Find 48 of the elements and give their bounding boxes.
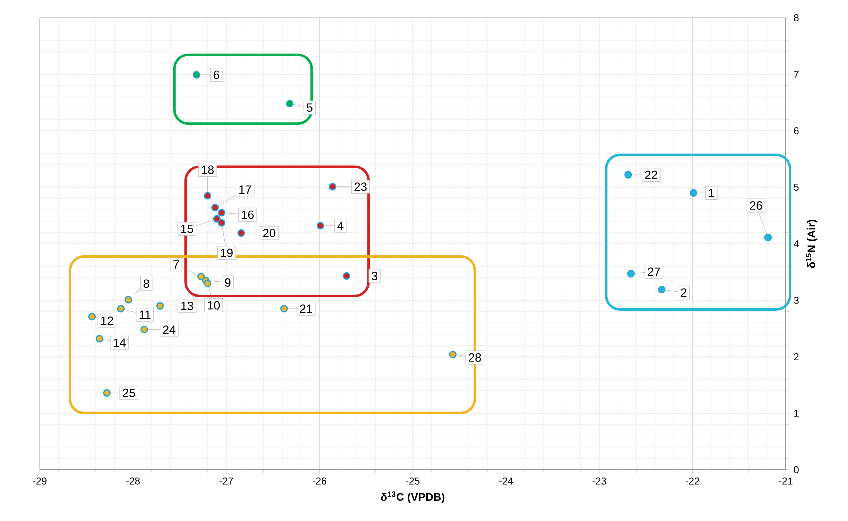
annotation: 14 <box>114 338 126 348</box>
x-tick-label: -27 <box>220 478 234 485</box>
x-tick-label: -22 <box>686 478 700 485</box>
y-tick-label: 0 <box>794 466 799 474</box>
y-tick-label: 3 <box>794 296 799 304</box>
annotation: 7 <box>174 260 180 269</box>
y-tick-label: 8 <box>794 14 799 22</box>
y-tick-label: 1 <box>794 410 799 417</box>
annotation: 27 <box>648 268 660 276</box>
annotation: 6 <box>214 70 220 80</box>
annotation: 3 <box>372 272 378 280</box>
annotation: 25 <box>123 388 136 398</box>
annotation: 2 <box>681 288 687 297</box>
x-tick-label: -25 <box>406 478 420 485</box>
x-tick-label: -23 <box>592 478 606 485</box>
annotation: 26 <box>750 202 762 210</box>
y-tick-label: 4 <box>794 240 800 248</box>
y-tick-label: 2 <box>794 354 799 360</box>
annotation: 10 <box>208 301 220 310</box>
annotation: 19 <box>221 248 233 258</box>
annotation: 17 <box>240 186 252 194</box>
y-tick-label: 6 <box>794 127 799 135</box>
x-axis-title: δ$^{13}$C (VPDB) <box>381 492 445 504</box>
y-tick-label: 7 <box>794 71 799 78</box>
x-tick-label: -28 <box>126 478 140 485</box>
annotation: 16 <box>242 210 254 220</box>
annotation: 11 <box>140 310 151 320</box>
annotation: 12 <box>101 316 114 326</box>
annotation: 23 <box>354 182 367 192</box>
annotation: 13 <box>182 302 194 310</box>
annotation: 28 <box>469 354 482 362</box>
x-tick-label: -29 <box>33 478 47 485</box>
annotation: 24 <box>163 326 176 334</box>
x-tick-label: -26 <box>312 478 327 485</box>
annotation: 4 <box>338 222 344 230</box>
annotation: 5 <box>307 104 313 112</box>
annotation: 15 <box>181 224 194 234</box>
annotation: 9 <box>225 278 231 287</box>
annotation: 18 <box>202 166 214 174</box>
y-tick-label: 5 <box>794 184 799 191</box>
annotation: 20 <box>263 229 276 238</box>
annotation: 8 <box>144 280 150 288</box>
x-tick-label: -24 <box>499 478 514 485</box>
y-axis-title: δ$^{15}$N (Air) <box>806 220 818 268</box>
annotation: 1 <box>709 189 714 198</box>
annotation: 22 <box>645 170 658 180</box>
annotation: 21 <box>300 304 312 314</box>
x-tick-label: -21 <box>779 478 793 485</box>
